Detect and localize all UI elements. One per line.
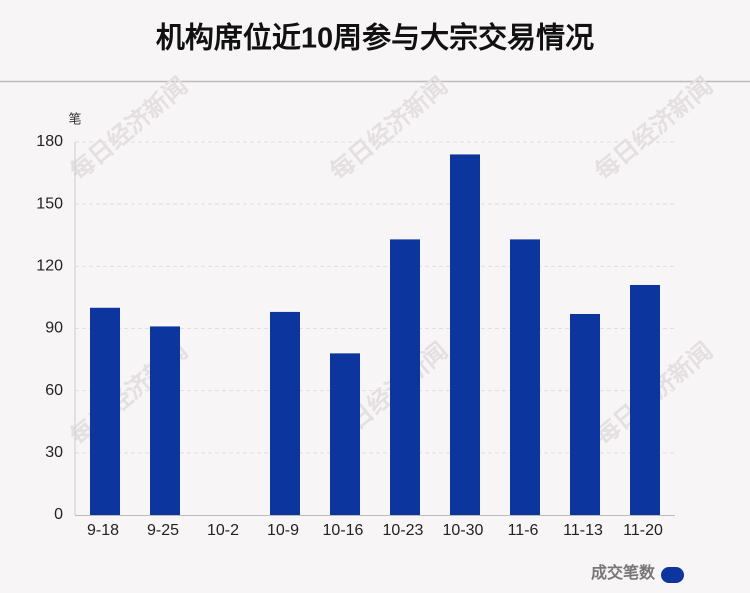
x-tick-label: 9-25: [147, 522, 179, 539]
bar: [570, 313, 600, 515]
legend-label: 成交笔数: [591, 563, 656, 582]
legend-swatch: [661, 567, 684, 583]
y-tick-label: 180: [36, 133, 63, 150]
y-tick-label: 0: [54, 506, 63, 523]
bar: [330, 353, 360, 515]
y-tick-label: 120: [36, 258, 63, 275]
x-tick-label: 9-18: [87, 522, 119, 539]
bar: [270, 311, 300, 515]
x-tick-label: 11-6: [508, 522, 539, 539]
bar: [150, 326, 180, 515]
y-tick-label: 90: [45, 320, 63, 337]
x-tick-label: 10-30: [443, 522, 484, 539]
y-tick-label: 30: [45, 444, 63, 461]
y-tick-label: 150: [36, 195, 63, 212]
bar: [630, 284, 660, 515]
y-axis-unit: 笔: [68, 111, 81, 126]
y-tick-label: 60: [45, 382, 63, 399]
chart-title: 机构席位近10周参与大宗交易情况: [156, 21, 594, 55]
x-tick-label: 11-20: [623, 522, 663, 539]
x-tick-label: 11-13: [563, 522, 603, 539]
bar: [390, 239, 420, 515]
x-tick-label: 10-16: [323, 522, 364, 539]
bar: [510, 239, 540, 515]
bar: [90, 307, 120, 515]
x-tick-label: 10-2: [207, 522, 239, 539]
bar: [450, 154, 480, 515]
x-tick-label: 10-9: [267, 522, 299, 539]
x-tick-label: 10-23: [383, 522, 424, 539]
